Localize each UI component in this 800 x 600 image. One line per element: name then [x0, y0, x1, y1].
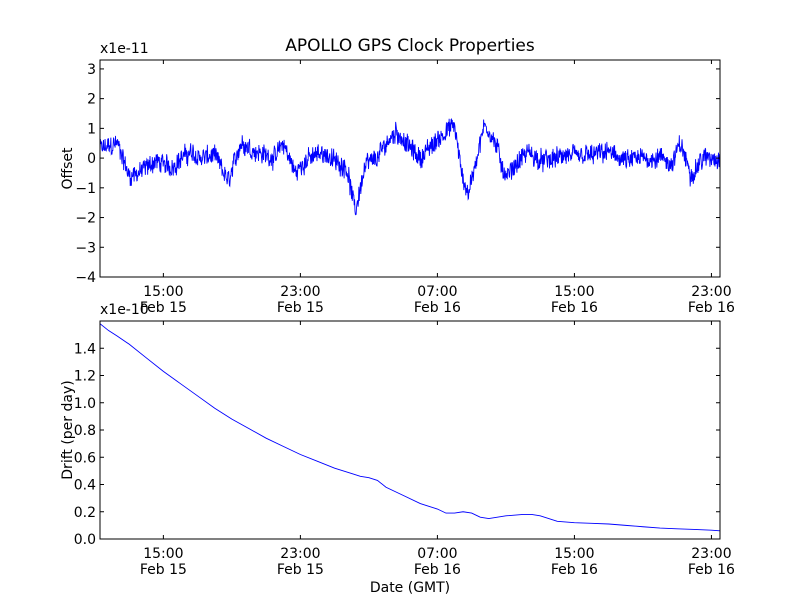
y-tick-label: 1.4 [74, 341, 96, 357]
y-scale-label: x1e-10 [100, 302, 149, 318]
x-axis-label: Date (GMT) [370, 580, 450, 596]
x-tick-label-date: Feb 16 [688, 300, 735, 316]
y-tick-label: −2 [75, 211, 96, 227]
y-tick-label: 0.4 [74, 478, 96, 494]
y-tick-label: 3 [87, 62, 96, 78]
x-tick-label-time: 15:00 [143, 546, 183, 562]
y-tick-label: 2 [87, 92, 96, 108]
x-tick-label-time: 15:00 [554, 284, 594, 300]
y-axis-label: Offset [60, 147, 76, 190]
y-tick-label: 0.8 [74, 423, 96, 439]
x-tick-label-date: Feb 15 [277, 300, 324, 316]
y-tick-label: −4 [75, 270, 96, 286]
y-tick-label: 1 [87, 121, 96, 137]
x-tick-label-time: 07:00 [417, 284, 457, 300]
x-tick-label-date: Feb 15 [140, 562, 187, 578]
chart-title: APOLLO GPS Clock Properties [285, 36, 535, 56]
x-tick-label-time: 23:00 [691, 284, 731, 300]
x-tick-label-date: Feb 16 [414, 300, 461, 316]
y-tick-label: 0.0 [74, 532, 96, 548]
y-tick-label: −3 [75, 240, 96, 256]
y-tick-label: 0.6 [74, 450, 96, 466]
series-line-offset [100, 118, 720, 216]
x-tick-label-time: 15:00 [554, 546, 594, 562]
y-scale-label: x1e-11 [100, 41, 149, 57]
x-tick-label-time: 07:00 [417, 546, 457, 562]
x-tick-label-date: Feb 15 [140, 300, 187, 316]
series-line-drift [100, 323, 720, 532]
x-tick-label-time: 23:00 [280, 284, 320, 300]
y-tick-label: 0 [87, 151, 96, 167]
y-tick-label: −1 [75, 181, 96, 197]
x-tick-label-date: Feb 16 [551, 562, 598, 578]
x-tick-label-time: 15:00 [143, 284, 183, 300]
x-tick-label-time: 23:00 [280, 546, 320, 562]
y-tick-label: 1.0 [74, 396, 96, 412]
x-tick-label-date: Feb 16 [414, 562, 461, 578]
x-tick-label-time: 23:00 [691, 546, 731, 562]
x-tick-label-date: Feb 16 [551, 300, 598, 316]
plot-frame [99, 59, 721, 278]
y-tick-label: 0.2 [74, 505, 96, 521]
x-tick-label-date: Feb 16 [688, 562, 735, 578]
y-tick-label: 1.2 [74, 369, 96, 385]
x-tick-label-date: Feb 15 [277, 562, 324, 578]
y-axis-label: Drift (per day) [60, 380, 76, 479]
